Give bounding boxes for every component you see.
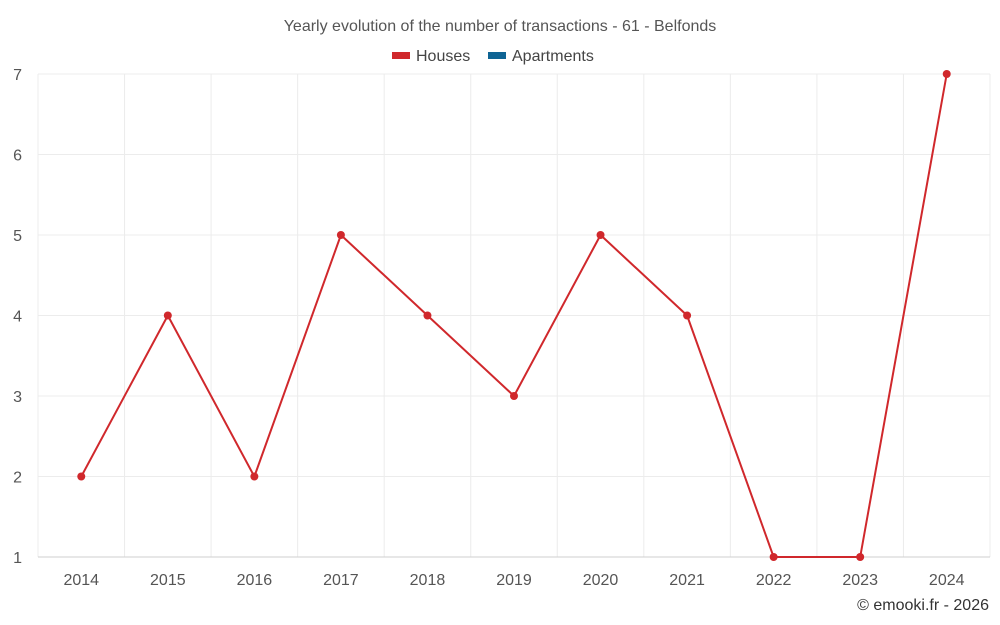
data-point-houses[interactable] — [510, 392, 518, 400]
legend-swatch-houses — [392, 52, 410, 59]
chart-title: Yearly evolution of the number of transa… — [284, 18, 717, 35]
y-tick-label: 3 — [13, 389, 22, 406]
grid — [37, 73, 991, 557]
x-tick-label: 2021 — [669, 572, 705, 589]
x-tick-label: 2014 — [63, 572, 99, 589]
data-point-houses[interactable] — [683, 311, 692, 320]
y-tick-label: 6 — [13, 148, 22, 165]
y-tick-label: 1 — [13, 550, 22, 567]
legend-label-apartments: Apartments — [512, 48, 594, 65]
data-point-houses[interactable] — [77, 472, 86, 481]
data-point-houses[interactable] — [336, 231, 345, 239]
y-tick-label: 4 — [13, 309, 22, 326]
x-tick-label: 2015 — [150, 572, 186, 589]
x-tick-label: 2020 — [583, 572, 619, 589]
legend-item-apartments[interactable]: Apartments — [488, 48, 594, 65]
legend-item-houses[interactable]: Houses — [392, 48, 470, 65]
y-axis-tick-labels: 1 2 3 4 5 6 7 — [13, 67, 22, 567]
x-tick-label: 2017 — [323, 572, 359, 589]
legend: Houses Apartments — [392, 48, 594, 65]
data-point-houses[interactable] — [423, 311, 432, 320]
x-axis-tick-labels: 2014 2015 2016 2017 2018 2019 2020 2021 2022 2023… — [63, 572, 964, 589]
x-tick-label: 2022 — [756, 572, 792, 589]
data-point-houses[interactable] — [596, 231, 605, 239]
series-layer — [77, 70, 951, 561]
x-tick-label: 2019 — [496, 572, 532, 589]
data-point-houses[interactable] — [250, 472, 259, 481]
data-point-houses[interactable] — [163, 311, 172, 320]
data-point-houses[interactable] — [942, 70, 951, 78]
credit: © emooki.fr - 2026 — [857, 597, 989, 614]
legend-swatch-apartments — [488, 52, 506, 59]
y-tick-label: 5 — [13, 228, 22, 245]
data-point-houses[interactable] — [769, 553, 778, 561]
y-tick-label: 2 — [13, 470, 22, 487]
y-tick-label: 7 — [13, 67, 22, 84]
x-tick-label: 2023 — [842, 572, 878, 589]
x-tick-label: 2016 — [237, 572, 273, 589]
data-point-houses[interactable] — [856, 553, 865, 561]
x-tick-label: 2024 — [929, 572, 965, 589]
x-tick-label: 2018 — [410, 572, 446, 589]
legend-label-houses: Houses — [416, 48, 470, 65]
